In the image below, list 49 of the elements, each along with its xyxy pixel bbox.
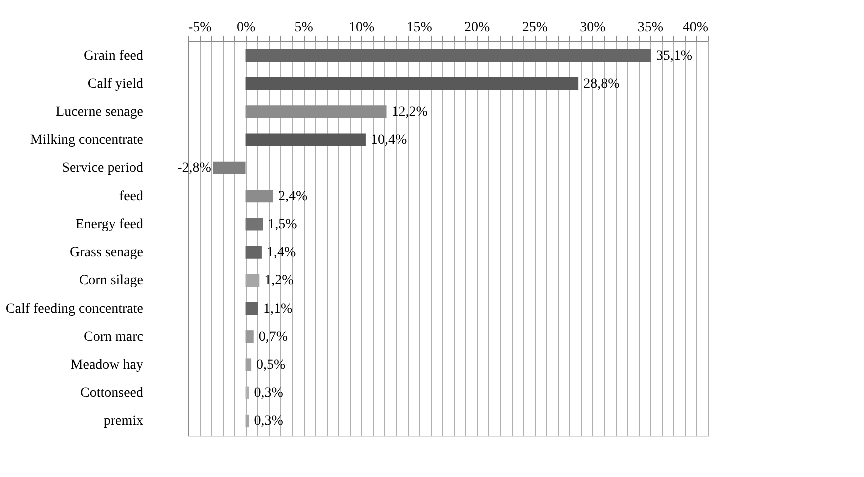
data-label: 0,3% — [254, 414, 284, 430]
y-tick-label: Grain feed — [84, 48, 144, 64]
bar — [246, 302, 258, 316]
bar — [246, 330, 254, 344]
bar — [246, 134, 366, 146]
bar — [213, 162, 246, 175]
y-tick-label: Calf feeding concentrate — [6, 302, 144, 317]
x-tick-label: 10% — [348, 20, 375, 36]
bar — [246, 78, 579, 90]
x-tick-label: 25% — [522, 20, 548, 36]
y-tick-label: Lucerne senage — [56, 104, 144, 120]
x-tick-label: -5% — [188, 20, 212, 36]
y-tick-label: Corn marc — [84, 330, 144, 345]
bar — [246, 106, 387, 118]
bar — [246, 190, 274, 203]
y-tick-label: Meadow hay — [70, 358, 144, 374]
y-tick-label: premix — [104, 414, 144, 430]
y-tick-label: Corn silage — [79, 274, 144, 289]
y-tick-label: Service period — [62, 161, 144, 176]
bar — [246, 49, 652, 62]
data-label: 28,8% — [584, 76, 620, 92]
data-label: 35,1% — [656, 48, 693, 64]
bar — [246, 218, 264, 231]
data-label: 12,2% — [392, 104, 428, 120]
x-tick-label: 35% — [638, 20, 664, 36]
bar — [246, 358, 252, 372]
y-tick-label: Cottonseed — [80, 386, 144, 402]
data-label: 0,3% — [254, 386, 284, 402]
y-tick-label: feed — [119, 189, 144, 204]
x-tick-label: 5% — [294, 20, 314, 36]
data-label: 0,5% — [256, 358, 286, 374]
y-tick-label: Grass senage — [70, 246, 144, 261]
y-tick-label: Energy feed — [76, 217, 144, 232]
data-label: 1,4% — [266, 246, 296, 261]
x-tick-label: 15% — [406, 20, 433, 36]
data-label: 1,1% — [263, 302, 293, 317]
data-label: 0,7% — [258, 330, 288, 345]
y-tick-label: Milking concentrate — [30, 133, 144, 148]
data-label: -2,8% — [178, 161, 212, 176]
x-tick-label: 0% — [236, 20, 256, 36]
x-tick-label: 40% — [682, 20, 709, 36]
data-label: 2,4% — [278, 189, 308, 204]
x-tick-label: 30% — [580, 20, 606, 36]
bar — [246, 246, 262, 259]
x-tick-label: 20% — [464, 20, 491, 36]
data-label: 10,4% — [370, 133, 408, 148]
y-tick-label: Calf yield — [88, 76, 144, 92]
data-label: 1,2% — [264, 274, 294, 289]
data-label: 1,5% — [268, 217, 298, 232]
